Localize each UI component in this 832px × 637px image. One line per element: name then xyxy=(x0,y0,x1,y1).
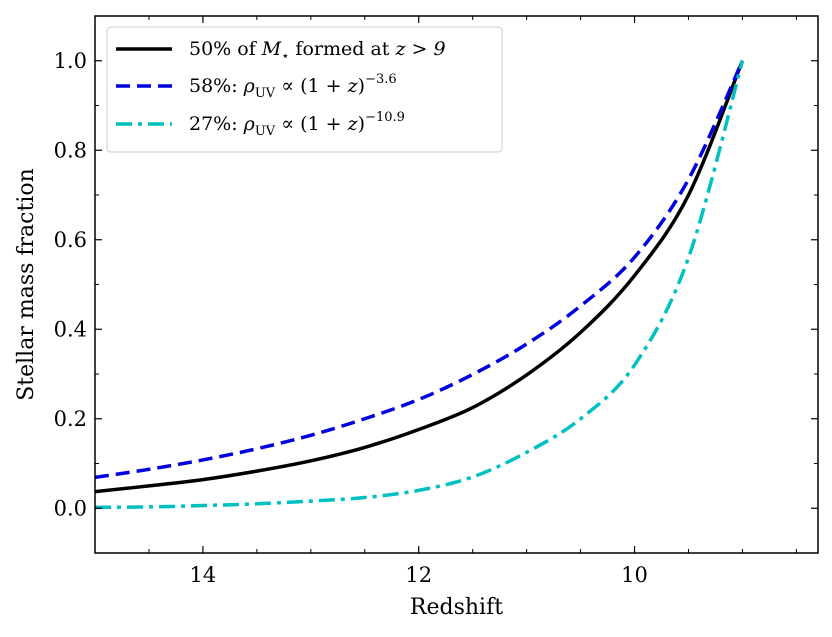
legend-label-1: 50% of M⋆ formed at z > 9 xyxy=(189,38,446,64)
series-line-1 xyxy=(95,60,745,494)
legend-label-2: 58%: ρUV ∝ (1 + z)−3.6 xyxy=(189,72,397,101)
x-tick-label: 10 xyxy=(621,563,648,587)
plot-frame xyxy=(94,15,819,554)
legend-label-3: 27%: ρUV ∝ (1 + z)−10.9 xyxy=(189,110,405,139)
x-tick-label: 14 xyxy=(190,563,217,587)
y-tick-label: 0.0 xyxy=(54,496,87,520)
y-tick-label: 0.2 xyxy=(54,407,87,431)
y-tick-label: 1.0 xyxy=(54,49,87,73)
y-tick-label: 0.6 xyxy=(54,228,87,252)
x-tick-label: 12 xyxy=(405,563,432,587)
series-line-2 xyxy=(95,60,745,480)
legend: 50% of M⋆ formed at z > 9 58%: ρUV ∝ (1 +… xyxy=(106,26,503,153)
y-axis-label: Stellar mass fraction xyxy=(14,168,39,401)
y-tick-label: 0.4 xyxy=(54,317,87,341)
y-tick-label: 0.8 xyxy=(54,138,87,162)
x-axis-label: Redshift xyxy=(410,595,503,620)
legend-box xyxy=(106,26,503,153)
ticks-layer: 14 12 10 0.0 0.2 0.4 0.6 0.8 1.0 xyxy=(54,15,818,587)
series-line-3 xyxy=(95,60,745,510)
series-layer xyxy=(95,60,745,510)
